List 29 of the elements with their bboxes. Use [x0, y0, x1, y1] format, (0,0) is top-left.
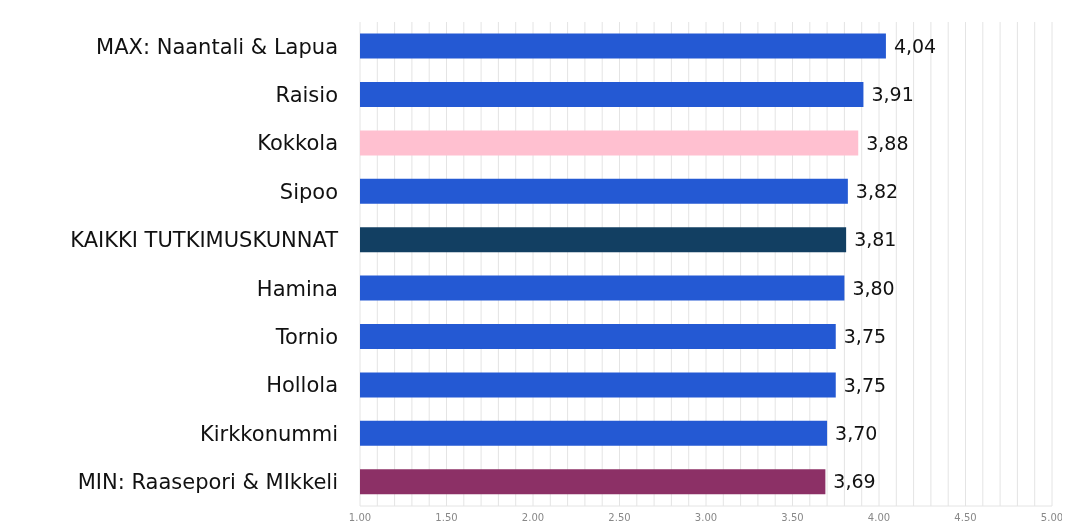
- data-label: 3,91: [871, 83, 914, 106]
- data-label: 3,69: [833, 470, 876, 493]
- x-tick-label: 3.00: [694, 512, 718, 524]
- data-label: 3,82: [855, 180, 899, 203]
- x-tick-label: 5.00: [1040, 512, 1064, 524]
- y-tick-label: Raisio: [275, 83, 338, 108]
- y-tick-label: MIN: Raasepori & MIkkeli: [77, 470, 338, 495]
- x-tick-label: 2.00: [521, 512, 545, 524]
- data-label: 3,70: [835, 422, 878, 445]
- x-tick-label: 4.00: [867, 512, 891, 524]
- x-tick-label: 2.50: [608, 512, 631, 524]
- x-tick-label: 1.50: [435, 512, 458, 524]
- data-label: 3,88: [866, 131, 909, 154]
- y-tick-label: MAX: Naantali & Lapua: [96, 34, 338, 59]
- y-tick-label: Hollola: [266, 373, 338, 398]
- x-tick-label: 1.00: [348, 512, 372, 524]
- y-tick-label: Sipoo: [279, 179, 338, 204]
- x-tick-label: 4.50: [954, 512, 977, 524]
- data-label: 3,80: [852, 276, 895, 299]
- y-tick-label: Kirkkonummi: [199, 421, 338, 446]
- data-label: 3,75: [843, 373, 887, 396]
- data-label: 4,04: [893, 34, 937, 57]
- data-label: 3,75: [843, 325, 887, 348]
- y-tick-label: Kokkola: [257, 131, 338, 156]
- y-tick-label: Hamina: [256, 276, 338, 301]
- x-tick-label: 3.50: [781, 512, 804, 524]
- y-tick-label: KAIKKI TUTKIMUSKUNNAT: [70, 228, 339, 253]
- data-label: 3,81: [854, 228, 897, 251]
- y-tick-label: Tornio: [274, 325, 338, 350]
